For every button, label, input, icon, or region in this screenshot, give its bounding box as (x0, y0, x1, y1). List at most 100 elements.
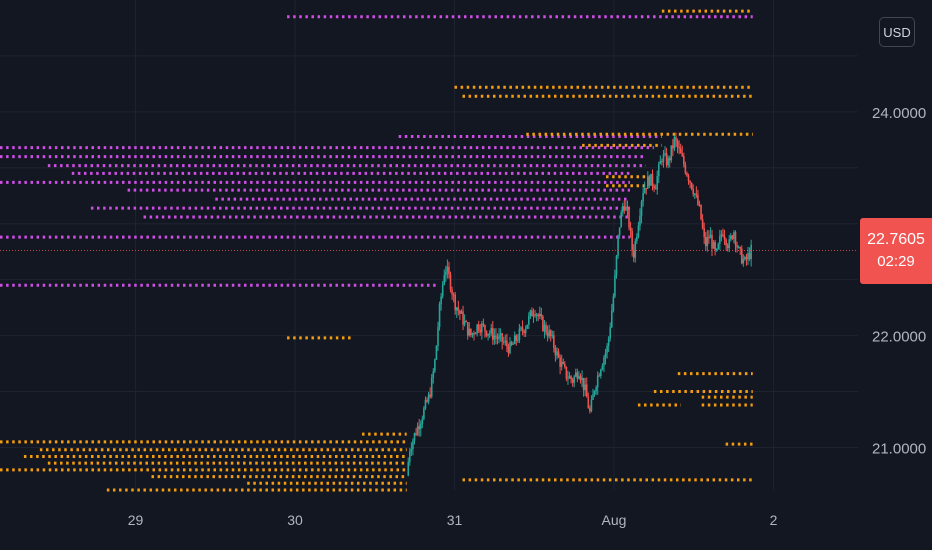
candle-body (717, 243, 720, 249)
candle-body (617, 235, 619, 256)
candle-body (623, 206, 626, 211)
candle-body (482, 323, 485, 325)
candle-body (553, 335, 555, 349)
candle-body (703, 228, 705, 238)
candle-body (466, 322, 469, 336)
candle-body (620, 212, 622, 228)
candle-body (441, 284, 444, 297)
candle-body (596, 375, 599, 388)
candle-body (581, 377, 583, 381)
candle-body (668, 158, 671, 161)
candle-body (579, 375, 582, 381)
candle-body (446, 266, 449, 272)
candle-body (657, 164, 660, 177)
candle-body (683, 156, 685, 165)
candle-body (463, 321, 466, 325)
candle-body (485, 330, 488, 336)
candle-body (642, 192, 644, 202)
candle-body (715, 248, 718, 251)
candle-body (568, 376, 571, 379)
candle-body (742, 259, 745, 264)
candle-body (531, 310, 533, 317)
candle-body (734, 232, 737, 245)
support-resistance-levels (0, 9, 753, 492)
candle-body (477, 324, 480, 330)
candle-body (499, 333, 502, 336)
candle-body (556, 351, 558, 356)
currency-button[interactable]: USD (879, 17, 915, 47)
candle-body (673, 136, 676, 149)
candle-body (542, 316, 544, 331)
candle-body (571, 379, 574, 383)
candle-body (460, 311, 463, 314)
candle-body (625, 206, 627, 211)
candle-body (662, 154, 665, 162)
candle-body (410, 449, 413, 452)
candle-body (512, 343, 514, 345)
candle-body (471, 333, 474, 336)
candle-body (614, 275, 616, 297)
candle-body (656, 176, 659, 190)
candle-body (621, 206, 624, 213)
candle-body (474, 333, 477, 335)
candle-body (697, 194, 699, 205)
candle-body (562, 361, 565, 364)
time-axis[interactable]: 29 30 31 Aug 2 (128, 512, 778, 528)
candle-body (598, 375, 601, 377)
candle-body (521, 327, 524, 331)
candle-body (601, 365, 604, 370)
candle-body (725, 239, 727, 246)
candle-body (565, 366, 568, 379)
candle-body (748, 253, 751, 259)
candle-body (576, 372, 579, 379)
candle-body (567, 378, 569, 380)
candle-body (488, 333, 491, 335)
candle-body (515, 335, 518, 341)
candle-body (719, 236, 721, 244)
candle-body (690, 182, 693, 190)
x-tick-label: 30 (287, 512, 303, 528)
candle-body (676, 140, 679, 147)
candle-body (606, 345, 608, 353)
candle-body (529, 310, 532, 316)
candle-body (438, 304, 441, 328)
candle-body (712, 242, 715, 249)
candle-body (534, 314, 536, 316)
candle-body (560, 361, 563, 367)
candle-body (479, 329, 482, 333)
candle-body (510, 342, 513, 345)
grid-lines (0, 0, 858, 490)
y-tick-label: 21.0000 (872, 440, 926, 457)
candle-body (737, 247, 740, 249)
candle-body (412, 440, 414, 450)
candle-body (714, 242, 716, 251)
candle-body (731, 235, 734, 239)
candle-body (538, 314, 541, 317)
candle-body (609, 327, 612, 339)
candle-body (445, 271, 447, 276)
candle-body (695, 193, 698, 195)
candle-body (626, 206, 629, 209)
candle-body (612, 296, 615, 311)
candle-body (407, 461, 410, 476)
candle-body (650, 173, 652, 186)
candle-body (429, 394, 431, 397)
candle-body (434, 359, 436, 372)
y-tick-label: 22.0000 (872, 329, 926, 346)
candle-body (733, 232, 735, 239)
candle-body (750, 244, 752, 259)
candle-body (678, 146, 680, 149)
candle-body (637, 225, 640, 237)
candle-body (744, 257, 746, 260)
x-tick-label: 29 (128, 512, 144, 528)
candle-body (523, 330, 525, 334)
candle-body (537, 314, 539, 317)
candle-body (584, 384, 586, 391)
candle-body (610, 310, 613, 328)
candle-body (524, 328, 527, 334)
candle-body (532, 314, 535, 317)
candle-body (435, 345, 438, 360)
candle-body (672, 145, 674, 149)
candle-body (507, 346, 510, 354)
